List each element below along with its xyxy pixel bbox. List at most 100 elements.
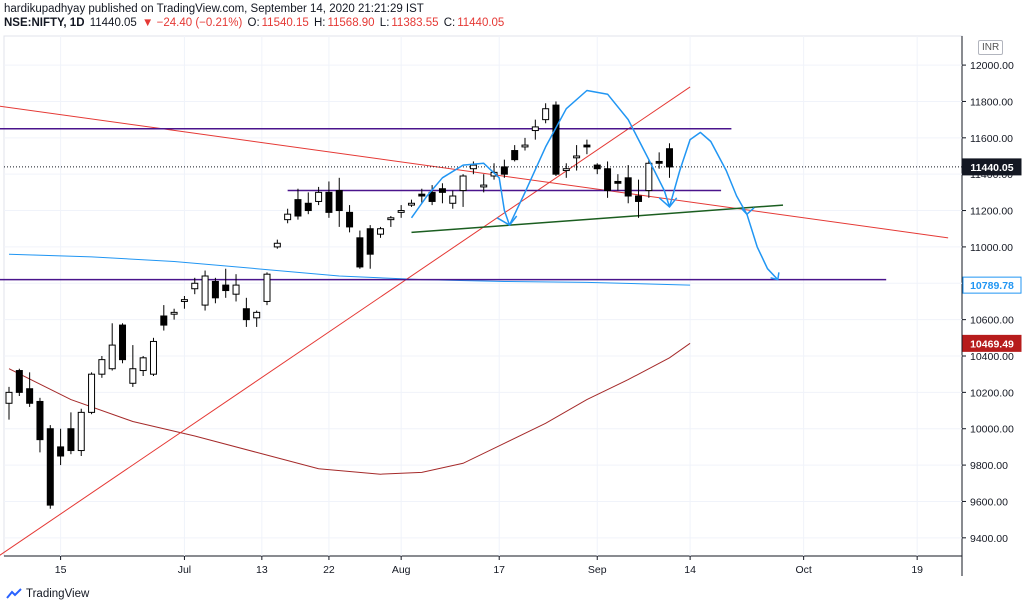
- y-tick-label: 9600.00: [970, 496, 1008, 508]
- overlay-lines: [0, 86, 962, 556]
- candle-down: [160, 315, 168, 326]
- candle-up: [531, 126, 539, 132]
- candle-down: [335, 190, 343, 212]
- y-tick-label: 11200.00: [970, 206, 1013, 218]
- candle-up: [5, 391, 13, 404]
- candle-up: [201, 275, 209, 306]
- head-curve: [508, 89, 671, 226]
- x-tick-label: 19: [911, 564, 923, 576]
- price-label-bg: [962, 276, 1022, 294]
- low-label: L:: [379, 17, 390, 29]
- candle-down: [222, 284, 230, 292]
- chart-grid: [3, 35, 963, 576]
- price-label: 10469.49: [970, 338, 1014, 350]
- y-tick-label: 11600.00: [970, 133, 1013, 145]
- candle-down: [366, 228, 374, 255]
- price-axis: 9400.00 9600.00 9800.00 10000.00 10200.00 104…: [962, 60, 1022, 545]
- arrow-head-2: [770, 272, 780, 281]
- candle-down: [57, 446, 65, 457]
- candle-down: [211, 280, 219, 299]
- y-tick-label: 11000.00: [970, 242, 1013, 254]
- candle-down: [552, 104, 560, 175]
- green-neckline-line: [411, 204, 784, 234]
- price-label: 11440.05: [970, 162, 1013, 174]
- candle-up: [253, 311, 261, 319]
- price-label: 10789.78: [970, 280, 1014, 292]
- candle-down: [635, 195, 643, 202]
- open-value: 11540.15: [261, 17, 309, 29]
- arrow-head-left: [496, 215, 518, 227]
- left-shoulder-curve: [410, 162, 511, 226]
- y-tick-label: 10000.00: [970, 424, 1014, 436]
- candle-down: [593, 164, 601, 170]
- candle-down: [604, 168, 612, 192]
- low-value: 11383.55: [391, 17, 439, 29]
- ma-darkred-line: [8, 342, 691, 475]
- tradingview-brand: TradingView: [26, 588, 90, 600]
- x-tick-label: 14: [684, 564, 696, 576]
- candle-down: [418, 193, 426, 197]
- candle-down: [242, 308, 250, 321]
- x-tick-label: 13: [256, 564, 268, 576]
- time-axis: 15 Jul 13 22 Aug 17 Sep 14 Oct 19: [55, 556, 923, 576]
- candle-up: [170, 311, 178, 315]
- candle-up: [180, 299, 188, 302]
- candle-up: [98, 359, 106, 375]
- red-trend-down-line: [0, 105, 949, 239]
- candle-up: [315, 191, 323, 202]
- candle-down: [500, 166, 508, 175]
- currency-badge[interactable]: INR: [978, 40, 1004, 55]
- x-tick-label: 17: [493, 564, 505, 576]
- candle-up: [562, 168, 570, 172]
- candle-down: [511, 150, 519, 161]
- y-tick-label: 12000.00: [970, 60, 1014, 72]
- pattern-annotations: [410, 89, 780, 281]
- candle-down: [624, 177, 632, 197]
- candle-up: [469, 164, 477, 170]
- x-tick-label: Oct: [795, 564, 811, 576]
- candle-down: [304, 202, 312, 212]
- candle-down: [36, 400, 44, 441]
- candle-up: [139, 357, 147, 372]
- high-value: 11568.90: [327, 17, 375, 29]
- candle-up: [108, 344, 116, 370]
- candle-down: [346, 211, 354, 228]
- candle-down: [583, 144, 591, 148]
- candle-down: [665, 148, 673, 168]
- x-tick-label: 15: [55, 564, 67, 576]
- right-shoulder-curve: [668, 131, 748, 215]
- candle-up: [542, 108, 550, 121]
- candle-up: [459, 175, 467, 192]
- arrow-head-1: [741, 207, 755, 216]
- candle-down: [119, 324, 127, 361]
- price-label-bg: [962, 158, 1022, 176]
- price-change: ▼ −24.40 (−0.21%): [142, 17, 243, 29]
- candle-up: [521, 144, 529, 148]
- close-value: 11440.05: [457, 17, 505, 29]
- candle-up: [263, 273, 271, 302]
- x-tick-label: Sep: [588, 564, 607, 576]
- candle-up: [377, 228, 385, 235]
- candle-up: [407, 202, 415, 206]
- tradingview-footer[interactable]: TradingView: [6, 588, 89, 600]
- ma-blue-line: [8, 253, 691, 286]
- candle-down: [428, 191, 436, 202]
- candle-up: [88, 373, 96, 413]
- last-price: 11440.05: [89, 17, 137, 29]
- candle-up: [149, 340, 157, 375]
- x-tick-label: Jul: [178, 564, 191, 576]
- publisher-line: hardikupadhyay published on TradingView.…: [4, 3, 424, 15]
- high-label: H:: [313, 17, 326, 29]
- projection-curve: [746, 213, 779, 281]
- candle-down: [46, 428, 54, 506]
- candle-down: [655, 160, 663, 164]
- symbol-label[interactable]: NSE:NIFTY, 1D: [4, 17, 85, 29]
- candle-down: [614, 180, 622, 184]
- candle-down: [438, 188, 446, 193]
- price-label-bg: [962, 334, 1022, 352]
- candles: [5, 101, 673, 509]
- y-tick-label: 9400.00: [970, 533, 1008, 545]
- y-tick-label: 9800.00: [970, 460, 1008, 472]
- y-tick-label: 10600.00: [970, 315, 1014, 327]
